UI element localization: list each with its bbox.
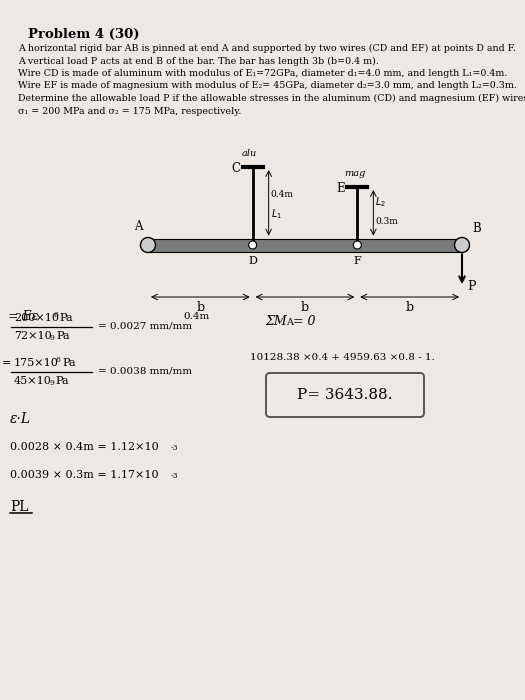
Text: σ₁ = 200 MPa and σ₂ = 175 MPa, respectively.: σ₁ = 200 MPa and σ₂ = 175 MPa, respectiv… (18, 106, 242, 116)
Text: 45×10: 45×10 (14, 376, 52, 386)
Text: Pa: Pa (62, 358, 76, 368)
Circle shape (353, 241, 361, 249)
Text: A horizontal rigid bar AB is pinned at end A and supported by two wires (CD and : A horizontal rigid bar AB is pinned at e… (18, 44, 516, 53)
Text: A vertical load P acts at end B of the bar. The bar has length 3b (b=0.4 m).: A vertical load P acts at end B of the b… (18, 57, 379, 66)
Text: Pa: Pa (56, 331, 70, 341)
Text: Pa: Pa (59, 313, 72, 323)
Text: mag: mag (344, 169, 366, 178)
Text: = 0.0038 mm/mm: = 0.0038 mm/mm (98, 367, 192, 375)
Text: E: E (337, 181, 345, 195)
Text: b: b (406, 301, 414, 314)
Text: B: B (472, 222, 481, 235)
Text: =: = (2, 358, 12, 368)
FancyBboxPatch shape (266, 373, 424, 417)
Text: ΣM: ΣM (265, 315, 287, 328)
Text: $L_2$: $L_2$ (375, 195, 386, 209)
Text: P: P (467, 281, 476, 293)
Text: = Eε: = Eε (8, 310, 38, 323)
Circle shape (249, 241, 257, 249)
Bar (148, 239, 462, 251)
Text: A: A (286, 318, 293, 327)
Text: alu: alu (242, 149, 257, 158)
Text: 10128.38 ×0.4 + 4959.63 ×0.8 - 1.: 10128.38 ×0.4 + 4959.63 ×0.8 - 1. (250, 353, 435, 362)
Text: PL: PL (10, 500, 28, 514)
Text: 0.4m: 0.4m (271, 190, 293, 199)
Text: C: C (232, 162, 240, 174)
Text: $L_1$: $L_1$ (271, 206, 282, 220)
Text: b: b (196, 301, 204, 314)
Text: Problem 4 (30): Problem 4 (30) (28, 28, 140, 41)
Text: F: F (353, 256, 361, 267)
Text: 9: 9 (50, 334, 55, 342)
Circle shape (455, 237, 469, 253)
Text: 9: 9 (49, 379, 54, 387)
Text: D: D (248, 256, 257, 267)
Text: 200×10: 200×10 (14, 313, 59, 323)
Text: Determine the allowable load P if the allowable stresses in the aluminum (CD) an: Determine the allowable load P if the al… (18, 94, 525, 103)
Text: Wire EF is made of magnesium with modulus of E₂= 45GPa, diameter d₂=3.0 mm, and : Wire EF is made of magnesium with modulu… (18, 81, 517, 90)
Text: -3: -3 (171, 444, 178, 452)
Circle shape (141, 237, 155, 253)
Text: 0.0028 × 0.4m = 1.12×10: 0.0028 × 0.4m = 1.12×10 (10, 442, 159, 452)
Text: = 0: = 0 (293, 315, 316, 328)
Text: 175×10: 175×10 (14, 358, 59, 368)
Text: 0.0039 × 0.3m = 1.17×10: 0.0039 × 0.3m = 1.17×10 (10, 470, 159, 480)
Text: 6: 6 (56, 356, 61, 364)
Text: 6: 6 (53, 311, 58, 319)
Text: Pa: Pa (55, 376, 69, 386)
Text: ε·L: ε·L (10, 412, 31, 426)
Text: b: b (301, 301, 309, 314)
Text: Wire CD is made of aluminum with modulus of E₁=72GPa, diameter d₁=4.0 mm, and le: Wire CD is made of aluminum with modulus… (18, 69, 507, 78)
Text: 0.3m: 0.3m (375, 217, 398, 225)
Text: 0.4m: 0.4m (183, 312, 209, 321)
Text: P= 3643.88.: P= 3643.88. (297, 388, 393, 402)
Text: = 0.0027 mm/mm: = 0.0027 mm/mm (98, 321, 192, 330)
Text: -3: -3 (171, 472, 178, 480)
Text: 72×10: 72×10 (14, 331, 52, 341)
Text: A: A (134, 220, 142, 233)
